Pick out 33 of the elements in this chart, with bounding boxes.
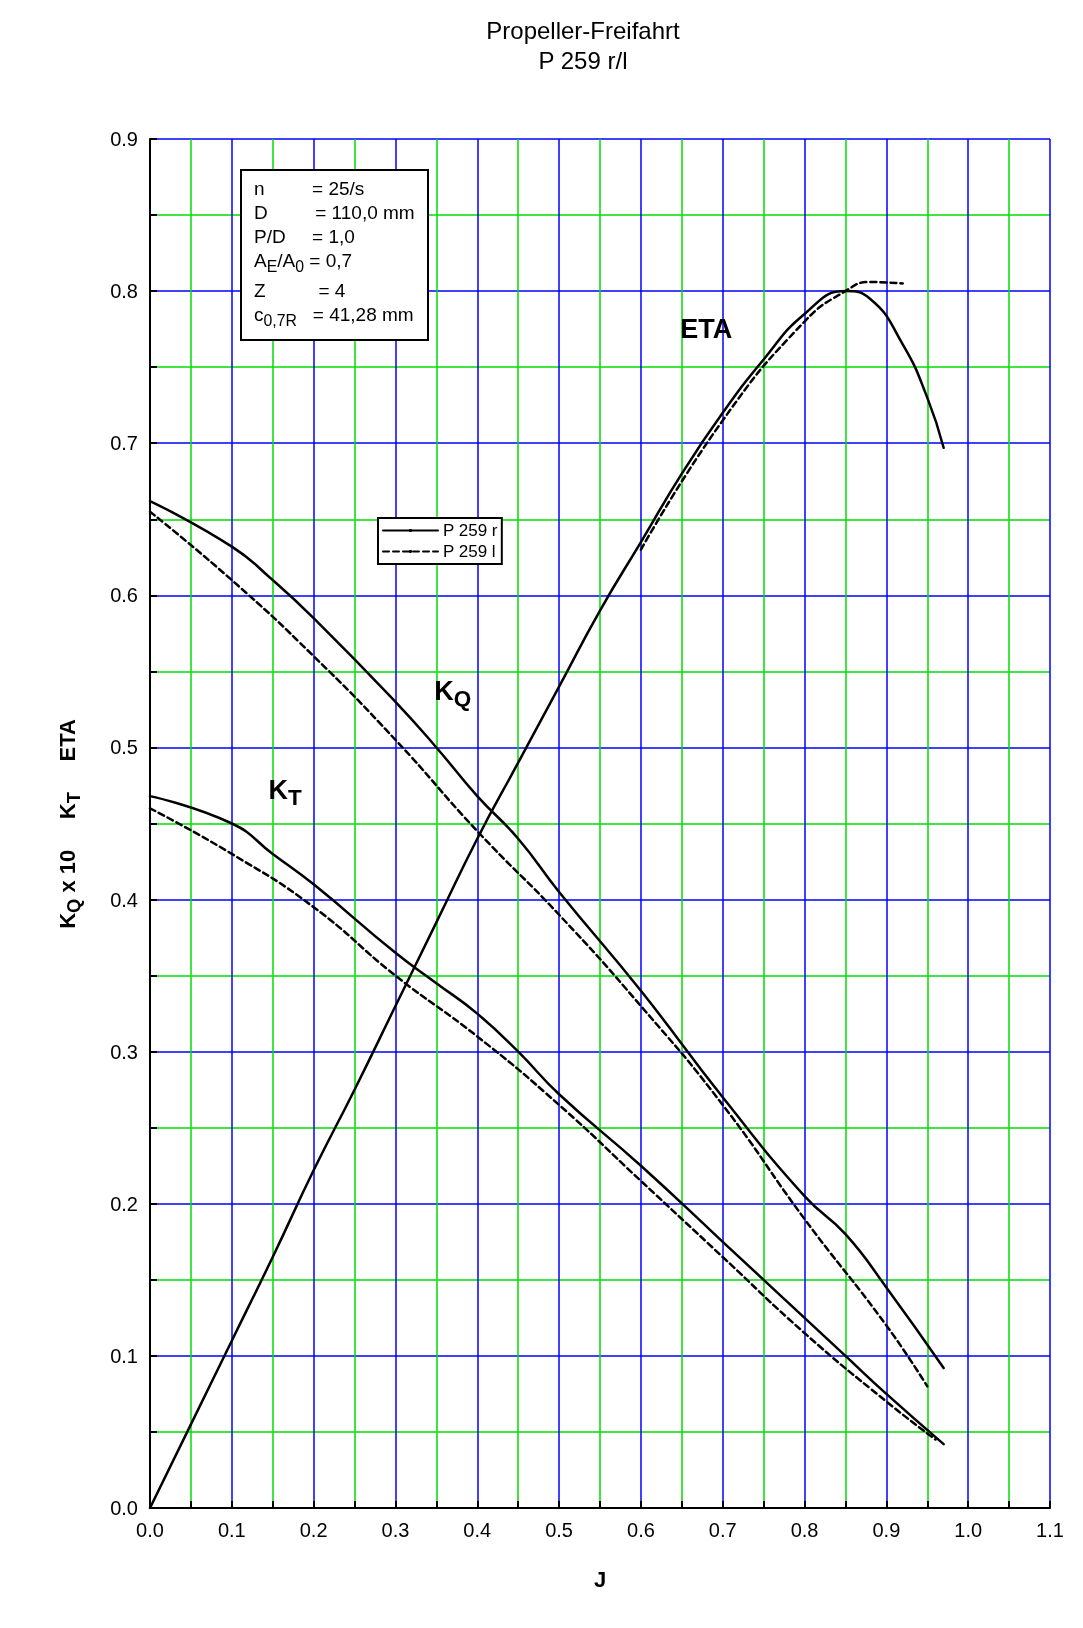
x-tick-label: 1.0 xyxy=(954,1519,983,1541)
x-tick-label: 0.1 xyxy=(217,1519,246,1541)
chart-title: Propeller-Freifahrt xyxy=(486,16,681,44)
y-tick-label: 0.7 xyxy=(110,432,138,455)
x-tick-label: 0.2 xyxy=(299,1519,328,1541)
y-tick-label: 0.3 xyxy=(110,1040,138,1063)
y-tick-label: 0.5 xyxy=(110,736,138,759)
legend-label: P 259 r xyxy=(443,521,498,540)
annotation: Z = 4 xyxy=(254,279,347,304)
annotation: c$_{0,7R}$ = 41,28 mm xyxy=(254,303,415,331)
y-tick-label: 0.1 xyxy=(110,1344,138,1367)
x-tick-label: 0.7 xyxy=(708,1519,737,1541)
x-tick-label: 0.4 xyxy=(463,1519,492,1541)
y-tick-label: 0.0 xyxy=(110,1497,138,1519)
x-tick-label: 0.0 xyxy=(136,1519,164,1541)
x-tick-label: 1.1 xyxy=(1036,1519,1064,1541)
x-tick-label: 0.8 xyxy=(790,1519,819,1541)
x-tick-label: 0.6 xyxy=(627,1519,655,1541)
annotation: D = 110,0 mm xyxy=(254,201,415,226)
x-tick-label: 0.9 xyxy=(872,1519,901,1541)
x-tick-label: 0.3 xyxy=(381,1519,410,1541)
chart-subtitle: P 259 r/l xyxy=(538,46,628,74)
y-tick-label: 0.4 xyxy=(110,888,138,911)
legend-label: P 259 l xyxy=(443,542,496,561)
x-tick-label: 0.5 xyxy=(545,1519,573,1541)
annotation: A$_{E}$/A$_{0}$ = 0,7 xyxy=(254,249,354,278)
x-axis-title: J xyxy=(593,1566,607,1592)
y-tick-label: 0.8 xyxy=(110,280,138,303)
y-tick-label: 0.2 xyxy=(110,1192,138,1215)
y-tick-label: 0.6 xyxy=(110,584,138,607)
y-tick-label: 0.9 xyxy=(110,128,138,150)
annotation: n = 25/s xyxy=(254,177,366,202)
annotation: P/D = 1,0 xyxy=(254,225,356,250)
